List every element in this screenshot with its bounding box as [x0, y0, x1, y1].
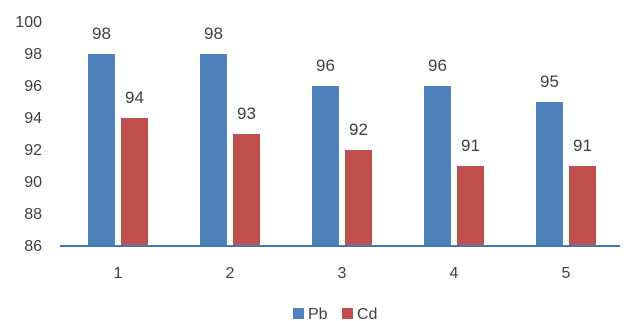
- y-tick-label: 98: [24, 46, 42, 63]
- data-label-pb-4: 96: [428, 56, 447, 75]
- legend: Pb Cd: [293, 306, 377, 321]
- bar-cd-1: [121, 118, 148, 246]
- data-label-cd-3: 92: [349, 120, 368, 139]
- legend-swatch-cd: [342, 308, 353, 319]
- bar-pb-2: [200, 54, 227, 246]
- data-label-cd-5: 91: [573, 136, 592, 155]
- data-label-pb-2: 98: [204, 24, 223, 43]
- data-label-cd-1: 94: [125, 88, 144, 107]
- y-axis-ticks: 86 88 90 92 94 96 98 100: [15, 14, 42, 255]
- x-tick-label: 4: [450, 265, 459, 282]
- bar-pb-3: [312, 86, 339, 246]
- data-label-pb-1: 98: [92, 24, 111, 43]
- x-tick-label: 5: [562, 265, 571, 282]
- bar-pb-1: [88, 54, 115, 246]
- legend-label-cd: Cd: [357, 306, 377, 321]
- x-tick-label: 3: [338, 265, 347, 282]
- data-labels: 98 94 98 93 96 92 96 91 95 91: [92, 24, 592, 155]
- y-tick-label: 90: [24, 174, 42, 191]
- y-tick-label: 100: [15, 14, 42, 31]
- x-axis-ticks: 1 2 3 4 5: [114, 265, 571, 282]
- bar-cd-3: [345, 150, 372, 246]
- x-tick-label: 2: [226, 265, 235, 282]
- y-tick-label: 96: [24, 78, 42, 95]
- y-tick-label: 86: [24, 238, 42, 255]
- bar-pb-5: [536, 102, 563, 246]
- bars: [88, 54, 596, 246]
- legend-swatch-pb: [293, 308, 304, 319]
- y-tick-label: 88: [24, 206, 42, 223]
- data-label-pb-3: 96: [316, 56, 335, 75]
- bar-pb-4: [424, 86, 451, 246]
- legend-label-pb: Pb: [308, 306, 328, 321]
- y-tick-label: 92: [24, 142, 42, 159]
- x-tick-label: 1: [114, 265, 123, 282]
- data-label-pb-5: 95: [540, 72, 559, 91]
- bar-cd-2: [233, 134, 260, 246]
- data-label-cd-2: 93: [237, 104, 256, 123]
- data-label-cd-4: 91: [461, 136, 480, 155]
- bar-cd-4: [457, 166, 484, 246]
- bar-cd-5: [569, 166, 596, 246]
- y-tick-label: 94: [24, 110, 42, 127]
